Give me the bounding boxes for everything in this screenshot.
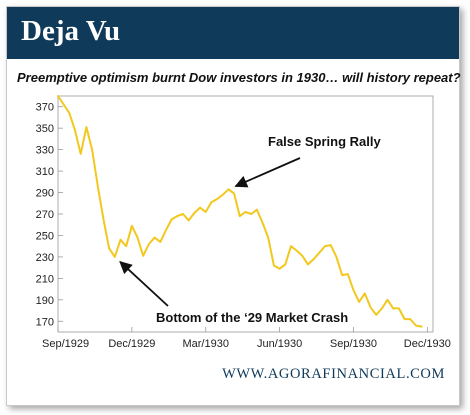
y-axis: 170 190 210 230 250 270 290 310 330 350 370 [36, 102, 63, 328]
y-tick-label: 190 [36, 295, 54, 307]
y-tick-label: 330 [36, 145, 54, 157]
x-tick-label: Dec/1930 [404, 338, 451, 350]
x-tick-label: Dec/1929 [108, 338, 155, 350]
annotations: False Spring Rally Bottom of the ‘29 Mark… [119, 134, 381, 325]
dow-series-line [57, 95, 423, 328]
y-tick-label: 230 [36, 252, 54, 264]
x-tick-label: Sep/1929 [42, 338, 89, 350]
y-tick-label: 350 [36, 123, 54, 135]
y-tick-label: 250 [36, 230, 54, 242]
x-tick-label: Jun/1930 [257, 338, 302, 350]
y-tick-label: 310 [36, 166, 54, 178]
y-tick-label: 290 [36, 188, 54, 200]
chart-subtitle: Preemptive optimism burnt Dow investors … [17, 70, 461, 85]
source-url: WWW.AGORAFINANCIAL.COM [222, 366, 445, 382]
y-tick-label: 370 [36, 102, 54, 114]
annotation-arrow [119, 260, 169, 307]
annotation-label: False Spring Rally [268, 134, 381, 149]
x-tick-label: Sep/1930 [330, 338, 377, 350]
y-tick-label: 170 [36, 316, 54, 328]
y-tick-label: 210 [36, 273, 54, 285]
y-tick-label: 270 [36, 209, 54, 221]
plot-area [57, 95, 434, 333]
chart-frame: Deja Vu Preemptive optimism burnt Dow in… [6, 6, 461, 406]
x-axis: Sep/1929 Dec/1929 Mar/1930 Jun/1930 Sep/1930… [42, 327, 451, 350]
x-tick-label: Mar/1930 [182, 338, 228, 350]
title-banner: Deja Vu [7, 7, 459, 59]
annotation-arrow [234, 157, 301, 188]
annotation-label: Bottom of the ‘29 Market Crash [156, 310, 348, 325]
chart-title: Deja Vu [21, 15, 121, 47]
